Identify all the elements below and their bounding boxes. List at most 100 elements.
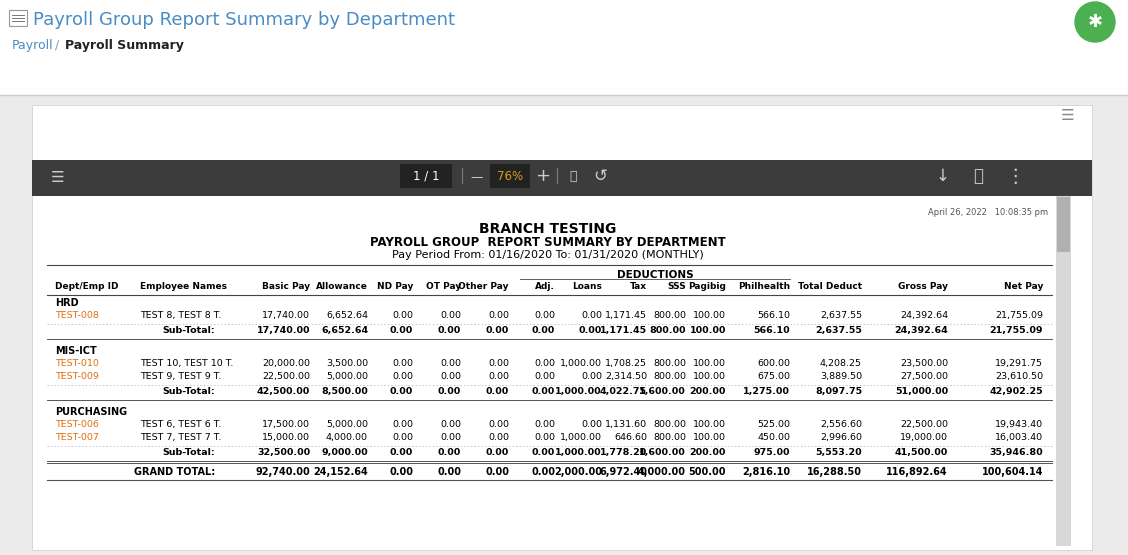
Text: 0.00: 0.00 (437, 467, 461, 477)
Text: 21,755.09: 21,755.09 (995, 311, 1043, 320)
Text: 566.10: 566.10 (754, 326, 790, 335)
Text: 6,652.64: 6,652.64 (320, 326, 368, 335)
Text: 450.00: 450.00 (757, 433, 790, 442)
Text: 4,022.75: 4,022.75 (600, 387, 647, 396)
Text: 16,003.40: 16,003.40 (995, 433, 1043, 442)
Text: 76%: 76% (497, 169, 523, 183)
Text: Other Pay: Other Pay (458, 282, 509, 291)
Text: 0.00: 0.00 (534, 311, 555, 320)
Text: 22,500.00: 22,500.00 (262, 372, 310, 381)
Text: 5,000.00: 5,000.00 (326, 420, 368, 429)
Text: HRD: HRD (55, 298, 79, 308)
Text: ✱: ✱ (1087, 13, 1102, 31)
Text: 0.00: 0.00 (581, 372, 602, 381)
Text: 100,604.14: 100,604.14 (981, 467, 1043, 477)
Text: 0.00: 0.00 (531, 448, 555, 457)
Text: 5,553.20: 5,553.20 (816, 448, 862, 457)
Text: —: — (470, 171, 483, 184)
Text: 800.00: 800.00 (653, 420, 686, 429)
Text: 17,500.00: 17,500.00 (262, 420, 310, 429)
Text: 0.00: 0.00 (438, 387, 461, 396)
Text: 24,392.64: 24,392.64 (895, 326, 948, 335)
Text: BRANCH TESTING: BRANCH TESTING (479, 222, 617, 236)
Text: ND Pay: ND Pay (377, 282, 413, 291)
FancyBboxPatch shape (1056, 196, 1070, 546)
Text: 675.00: 675.00 (757, 372, 790, 381)
Text: Dept/Emp ID: Dept/Emp ID (55, 282, 118, 291)
Text: 0.00: 0.00 (488, 311, 509, 320)
Text: 32,500.00: 32,500.00 (257, 448, 310, 457)
Text: ↺: ↺ (593, 167, 607, 185)
Text: 35,946.80: 35,946.80 (989, 448, 1043, 457)
Text: 0.00: 0.00 (438, 326, 461, 335)
Text: 0.00: 0.00 (440, 420, 461, 429)
Text: Payroll: Payroll (12, 38, 54, 52)
Text: MIS-ICT: MIS-ICT (55, 346, 97, 356)
Text: 8,500.00: 8,500.00 (321, 387, 368, 396)
Text: 51,000.00: 51,000.00 (895, 387, 948, 396)
Text: TEST-008: TEST-008 (55, 311, 99, 320)
Text: Employee Names: Employee Names (140, 282, 227, 291)
Text: 0.00: 0.00 (486, 387, 509, 396)
Text: 200.00: 200.00 (689, 387, 726, 396)
Text: 5,000.00: 5,000.00 (326, 372, 368, 381)
Text: Gross Pay: Gross Pay (898, 282, 948, 291)
Text: 1,131.60: 1,131.60 (605, 420, 647, 429)
Text: 1,000.00: 1,000.00 (559, 433, 602, 442)
Text: 0.00: 0.00 (534, 359, 555, 368)
Text: 0.00: 0.00 (488, 359, 509, 368)
Text: 0.00: 0.00 (531, 387, 555, 396)
Text: 975.00: 975.00 (754, 448, 790, 457)
Text: Allowance: Allowance (316, 282, 368, 291)
Text: Sub-Total:: Sub-Total: (162, 448, 215, 457)
Text: ☰: ☰ (51, 170, 64, 185)
Text: 1,275.00: 1,275.00 (743, 387, 790, 396)
Text: 1,600.00: 1,600.00 (640, 387, 686, 396)
Text: Sub-Total:: Sub-Total: (162, 326, 215, 335)
Text: 116,892.64: 116,892.64 (887, 467, 948, 477)
Text: Payroll Summary: Payroll Summary (65, 38, 184, 52)
FancyBboxPatch shape (1057, 197, 1070, 252)
Text: PURCHASING: PURCHASING (55, 407, 127, 417)
Text: 800.00: 800.00 (653, 311, 686, 320)
Text: 0.00: 0.00 (393, 433, 413, 442)
Text: 2,314.50: 2,314.50 (605, 372, 647, 381)
Text: Net Pay: Net Pay (1004, 282, 1043, 291)
Text: 100.00: 100.00 (693, 311, 726, 320)
Text: 0.00: 0.00 (488, 420, 509, 429)
Text: 0.00: 0.00 (440, 359, 461, 368)
Text: OT Pay: OT Pay (425, 282, 461, 291)
Text: ⋮: ⋮ (1005, 166, 1024, 185)
Text: +: + (536, 167, 550, 185)
Text: 0.00: 0.00 (390, 326, 413, 335)
Text: 0.00: 0.00 (579, 326, 602, 335)
Text: 42,902.25: 42,902.25 (989, 387, 1043, 396)
Text: 6,652.64: 6,652.64 (326, 311, 368, 320)
Text: 0.00: 0.00 (438, 448, 461, 457)
Text: Loans: Loans (572, 282, 602, 291)
Text: 20,000.00: 20,000.00 (262, 359, 310, 368)
Text: Basic Pay: Basic Pay (262, 282, 310, 291)
Text: 0.00: 0.00 (581, 311, 602, 320)
Text: 8,097.75: 8,097.75 (814, 387, 862, 396)
Text: 0.00: 0.00 (393, 311, 413, 320)
Text: 2,637.55: 2,637.55 (816, 326, 862, 335)
FancyBboxPatch shape (32, 105, 1092, 550)
Text: 566.10: 566.10 (757, 311, 790, 320)
Text: 0.00: 0.00 (389, 467, 413, 477)
Text: 15,000.00: 15,000.00 (262, 433, 310, 442)
Text: 42,500.00: 42,500.00 (257, 387, 310, 396)
Text: 200.00: 200.00 (689, 448, 726, 457)
Text: 1,600.00: 1,600.00 (640, 448, 686, 457)
Text: 500.00: 500.00 (688, 467, 726, 477)
Text: 4,000.00: 4,000.00 (326, 433, 368, 442)
Text: 0.00: 0.00 (440, 433, 461, 442)
Text: 27,500.00: 27,500.00 (900, 372, 948, 381)
Text: 2,556.60: 2,556.60 (820, 420, 862, 429)
Text: 0.00: 0.00 (488, 433, 509, 442)
Text: 0.00: 0.00 (534, 420, 555, 429)
Text: TEST 7, TEST 7 T.: TEST 7, TEST 7 T. (140, 433, 221, 442)
Text: 100.00: 100.00 (693, 372, 726, 381)
Text: 800.00: 800.00 (653, 372, 686, 381)
Text: 21,755.09: 21,755.09 (989, 326, 1043, 335)
